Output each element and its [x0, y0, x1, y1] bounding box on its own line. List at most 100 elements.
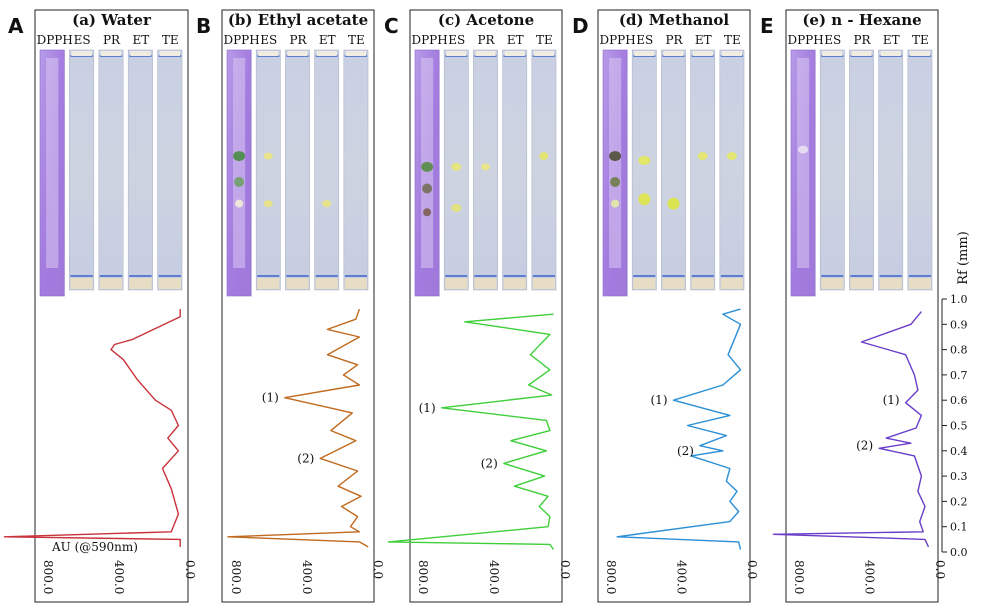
plate-label — [258, 51, 279, 56]
tlc-plate-et — [690, 49, 716, 291]
x-tick-label: 800.0 — [41, 560, 55, 594]
densitogram-line — [3, 309, 181, 547]
lane-label-te: TE — [724, 33, 741, 47]
plate-label — [287, 51, 308, 56]
plate-base — [474, 278, 497, 289]
tlc-spot — [697, 152, 708, 161]
panel-letter: B — [196, 14, 211, 38]
panel-title: (d) Methanol — [619, 11, 730, 29]
tlc-spot — [481, 163, 490, 171]
tlc-plate-es — [819, 49, 845, 291]
plate-base — [908, 278, 931, 289]
rf-tick-label: 0.7 — [950, 369, 968, 382]
tlc-spot — [539, 152, 549, 161]
rf-tick-label: 0.1 — [950, 521, 968, 534]
x-tick-label: 400.0 — [863, 560, 877, 594]
panel-letter: A — [8, 14, 24, 38]
plate-base — [821, 278, 844, 289]
peak-label-1: (1) — [651, 393, 668, 407]
x-tick-label: 400.0 — [300, 560, 314, 594]
plate-base — [720, 278, 743, 289]
plate-base — [503, 278, 526, 289]
plate-base — [257, 278, 280, 289]
plate-base — [315, 278, 338, 289]
tlc-plate-et — [127, 49, 153, 291]
plate-base — [445, 278, 468, 289]
plate-label — [71, 51, 92, 56]
tlc-plate-te — [719, 49, 745, 291]
tlc-plate-pr — [98, 49, 124, 291]
plate-base — [286, 278, 309, 289]
plate-label — [822, 51, 843, 56]
panel-letter: E — [760, 14, 774, 38]
panel-letter: D — [572, 14, 589, 38]
au-axis-label: AU (@590nm) — [51, 540, 138, 554]
tlc-spot — [798, 145, 809, 154]
lane-label-te: TE — [162, 33, 179, 47]
lane-label-et: ET — [133, 33, 150, 47]
densitogram-line — [772, 311, 930, 548]
dpph-track — [797, 58, 810, 268]
plate-label — [634, 51, 655, 56]
plate-label — [130, 51, 151, 56]
plate-label — [504, 51, 525, 56]
tlc-spot — [609, 151, 622, 162]
lane-label-pr: PR — [665, 33, 683, 47]
lane-label-es: ES — [448, 33, 465, 47]
peak-label-2: (2) — [856, 439, 873, 453]
plate-label — [909, 51, 930, 56]
plate-label — [533, 51, 554, 56]
lane-label-dpph: DPPH — [37, 33, 73, 47]
tlc-spot — [610, 177, 621, 187]
panel-b: B (b) Ethyl acetate DPPH ES PR ET TE (1) (2) 800.… — [196, 9, 385, 603]
plate-base — [879, 278, 902, 289]
tlc-spot — [263, 152, 273, 160]
lane-label-te: TE — [348, 33, 365, 47]
lane-label-pr: PR — [477, 33, 495, 47]
rf-tick-label: 0.5 — [950, 420, 968, 433]
tlc-plate-es — [69, 49, 95, 291]
tlc-spot — [263, 200, 273, 208]
plate-base — [633, 278, 656, 289]
plate-label — [345, 51, 366, 56]
tlc-spot — [638, 193, 651, 206]
plate-base — [532, 278, 555, 289]
tlc-spot — [421, 161, 434, 172]
panel-frame — [597, 9, 751, 603]
panel-letter: C — [384, 14, 399, 38]
tlc-spot — [422, 183, 433, 194]
tlc-plate-te — [531, 49, 557, 291]
lane-label-te: TE — [912, 33, 929, 47]
tlc-spot — [611, 199, 620, 208]
panel-title: (b) Ethyl acetate — [228, 11, 368, 29]
lane-label-dpph: DPPH — [223, 33, 259, 47]
dpph-track — [609, 58, 622, 268]
panel-a: A (a) Water DPPH ES PR ET TE 800.0 400.0 0.0 AU (@… — [3, 9, 197, 603]
panel-title: (c) Acetone — [438, 11, 534, 29]
panel-frame — [221, 9, 375, 603]
tlc-plate-te — [343, 49, 369, 291]
tlc-plate-es — [255, 49, 281, 291]
panel-frame — [34, 9, 189, 603]
x-tick-label: 400.0 — [675, 560, 689, 594]
panel-c: C (c) Acetone DPPH ES PR ET TE (1) (2) 800.0 400.0… — [384, 9, 572, 603]
tlc-plate-te — [157, 49, 183, 291]
x-tick-label: 800.0 — [416, 560, 430, 594]
lane-label-es: ES — [824, 33, 841, 47]
tlc-spot — [233, 151, 246, 162]
lane-label-pr: PR — [853, 33, 871, 47]
peak-label-1: (1) — [419, 401, 436, 415]
dpph-track — [233, 58, 246, 268]
tlc-spot — [423, 208, 432, 217]
x-tick-label: 0.0 — [933, 560, 947, 579]
rf-tick-label: 0.9 — [950, 318, 968, 331]
x-tick-label: 0.0 — [371, 560, 385, 579]
lane-label-dpph: DPPH — [599, 33, 635, 47]
lane-label-pr: PR — [289, 33, 307, 47]
plate-label — [100, 51, 122, 56]
rf-tick-label: 0.8 — [950, 344, 968, 357]
panel-title: (e) n - Hexane — [802, 11, 921, 29]
tlc-plate-es — [631, 49, 657, 291]
lane-label-et: ET — [883, 33, 900, 47]
